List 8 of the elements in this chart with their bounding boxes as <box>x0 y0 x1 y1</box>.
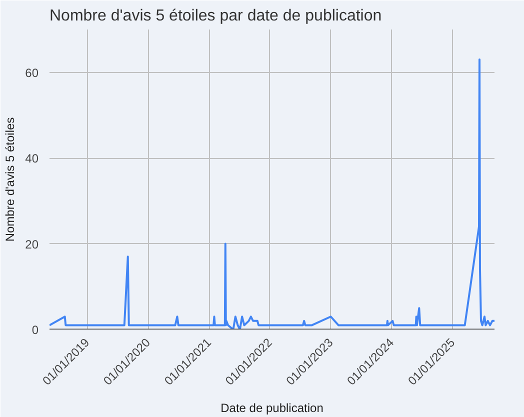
line-series <box>50 58 494 330</box>
x-axis-title: Date de publication <box>220 400 324 415</box>
chart-title: Nombre d'avis 5 étoiles par date de publication <box>50 8 382 24</box>
y-axis-title: Nombre d'avis 5 étoiles <box>3 117 18 242</box>
y-tick-label: 60 <box>25 66 39 80</box>
y-tick-label: 20 <box>25 237 39 252</box>
y-tick-label: 0 <box>32 323 39 337</box>
y-tick-label: 40 <box>25 152 39 166</box>
